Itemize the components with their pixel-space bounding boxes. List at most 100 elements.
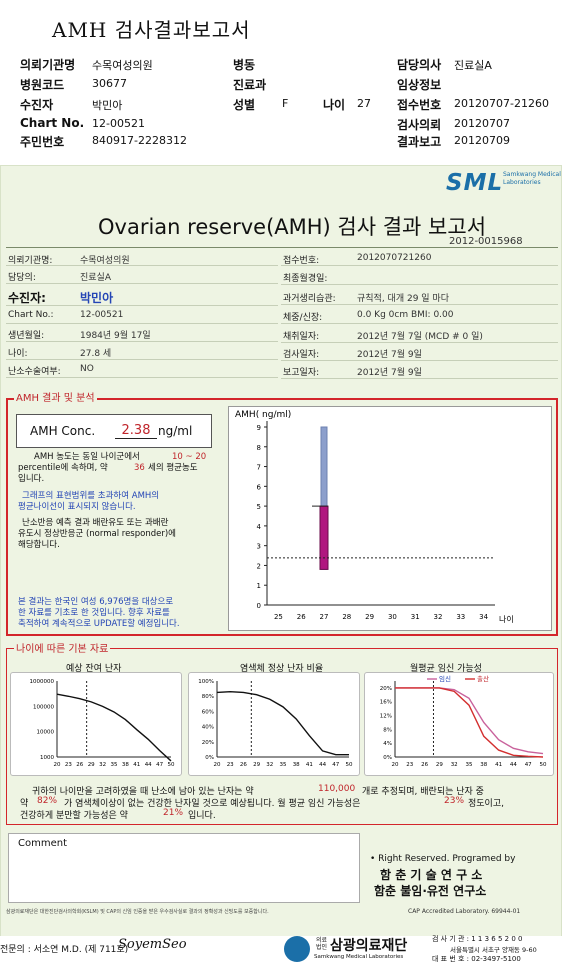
x-tick-label: 26	[297, 613, 306, 621]
bottom-bar	[0, 936, 565, 967]
x-tick-label: 26	[76, 762, 83, 768]
y-tick-label: 4	[257, 523, 262, 531]
para-text: 평균나이선이 표시되지 않습니다.	[18, 502, 136, 512]
comment-label: Comment	[18, 838, 67, 849]
x-tick-label: 27	[320, 613, 329, 621]
y-tick-label: 16%	[380, 700, 392, 706]
x-tick-label: 23	[65, 762, 72, 768]
para-text: 축적하여 계속적으로 UPDATE할 예정입니다.	[18, 619, 180, 629]
x-tick-label: 29	[88, 762, 95, 768]
header-label: 나이	[323, 98, 346, 112]
summary-number: 23%	[444, 796, 465, 806]
series-line	[395, 687, 544, 758]
info-label: 최종월경일:	[283, 274, 328, 284]
info-label: 과거생리습관:	[283, 294, 336, 304]
info-label: 난소수술여부:	[8, 367, 61, 377]
x-tick-label: 35	[280, 762, 287, 768]
x-tick-label: 32	[99, 762, 106, 768]
comment-box	[8, 833, 360, 903]
y-tick-label: 8	[257, 444, 261, 452]
cap-accreditation: CAP Accredited Laboratory. 69944-01	[408, 908, 521, 915]
series-line	[395, 687, 544, 755]
info-label: 생년월일:	[8, 331, 45, 341]
x-tick-label: 31	[411, 613, 420, 621]
header-value: 27	[357, 97, 371, 110]
header-value: 진료실A	[454, 59, 492, 72]
y-tick-label: 100%	[198, 679, 214, 685]
x-tick-label: 50	[346, 762, 353, 768]
org-subtitle: Samkwang Medical Laboratories	[314, 954, 404, 960]
sml-logo: SML	[446, 170, 504, 196]
mini-chart-title: 염색체 정상 난자 비율	[240, 664, 324, 674]
header-value: 30677	[92, 77, 127, 90]
y-tick-label: 1000000	[30, 679, 55, 685]
org-prefix: 의료법인	[316, 937, 328, 951]
x-tick-label: 25	[274, 613, 283, 621]
header-label: 병원코드	[20, 78, 65, 92]
info-value: NO	[80, 364, 94, 374]
mini-chart-panel: 1000000 100000 10000 1000 20 23 26 29 32 35 38 41 44…	[10, 672, 182, 776]
mini-chart-title: 월평균 임신 가능성	[410, 664, 482, 674]
rights-text: • Right Reserved. Programed by	[370, 854, 516, 864]
header-label: 접수번호	[397, 98, 442, 112]
mini-chart-panel: 20% 16% 12% 8% 4% 0% 20 23 26 29 32 35 38 41 44 47 50 임신 출…	[364, 672, 554, 776]
x-tick-label: 38	[122, 762, 129, 768]
x-tick-label: 20	[392, 762, 399, 768]
report-number: 2012-0015968	[449, 236, 523, 247]
y-tick-label: 2	[257, 562, 261, 570]
x-tick-label: 47	[332, 762, 339, 768]
x-tick-label: 29	[436, 762, 443, 768]
org-logo-icon	[284, 936, 310, 962]
percentile-range: 10 ~ 20	[172, 452, 207, 462]
info-value: 1984년 9월 17일	[80, 331, 151, 341]
footer-note: 삼광의료재단은 대한진단검사의학회(KSLM) 및 CAP의 신임 인증을 받은…	[6, 909, 269, 915]
x-tick-label: 28	[342, 613, 351, 621]
info-value: 진료실A	[80, 273, 111, 283]
y-tick-label: 0%	[383, 755, 392, 761]
header-label: 병동	[233, 58, 256, 72]
org-name: 삼광의료재단	[330, 938, 408, 954]
info-label: 의뢰기관명:	[8, 256, 53, 266]
y-tick-label: 9	[257, 424, 261, 432]
y-tick-label: 40%	[202, 725, 214, 731]
signer: 전문의 : 서소연 M.D. (제 711호)	[0, 945, 129, 955]
header-label: 진료과	[233, 78, 267, 92]
x-tick-label: 23	[227, 762, 234, 768]
x-tick-label: 44	[319, 762, 326, 768]
info-label: 나이:	[8, 349, 28, 359]
x-tick-label: 26	[421, 762, 428, 768]
info-value: 12-00521	[80, 310, 124, 320]
amh-section-title: AMH 결과 및 분석	[14, 389, 97, 404]
header-value: F	[282, 97, 289, 110]
para-text: 해당합니다.	[18, 540, 60, 550]
report-header-title: AMH 검사결과보고서	[52, 18, 251, 42]
header-value: 20120709	[454, 134, 510, 147]
info-label: 담당의:	[8, 273, 36, 283]
info-label: 채취일자:	[283, 332, 320, 342]
legend-label: 임신	[439, 674, 451, 683]
amh-conc-box	[16, 414, 212, 448]
x-tick-label: 33	[456, 613, 465, 621]
info-value: 수목여성의원	[80, 256, 130, 266]
y-tick-label: 5	[257, 503, 261, 511]
info-value: 규칙적, 대개 29 일 마다	[357, 294, 449, 304]
info-label: 검사일자:	[283, 350, 320, 360]
header-value: 20120707	[454, 117, 510, 130]
y-tick-label: 1000	[40, 755, 54, 761]
x-tick-label: 41	[133, 762, 140, 768]
age-section-title: 나이에 따른 기본 자료	[14, 640, 111, 655]
age-basic-section	[6, 648, 558, 825]
x-tick-label: 20	[54, 762, 61, 768]
x-tick-label: 30	[388, 613, 397, 621]
para-text: 본 결과는 한국인 여성 6,976명을 대상으로	[18, 597, 174, 607]
y-tick-label: 60%	[202, 709, 214, 715]
header-label: 성별	[233, 98, 256, 112]
x-tick-label: 32	[266, 762, 273, 768]
y-tick-label: 20%	[202, 740, 214, 746]
mini-chart-title: 예상 잔여 난자	[66, 664, 122, 674]
summary-text: 입니다.	[188, 811, 216, 821]
para-text: 그래프의 표현범위를 초과하여 AMH의	[22, 491, 160, 501]
x-tick-label: 44	[145, 762, 152, 768]
